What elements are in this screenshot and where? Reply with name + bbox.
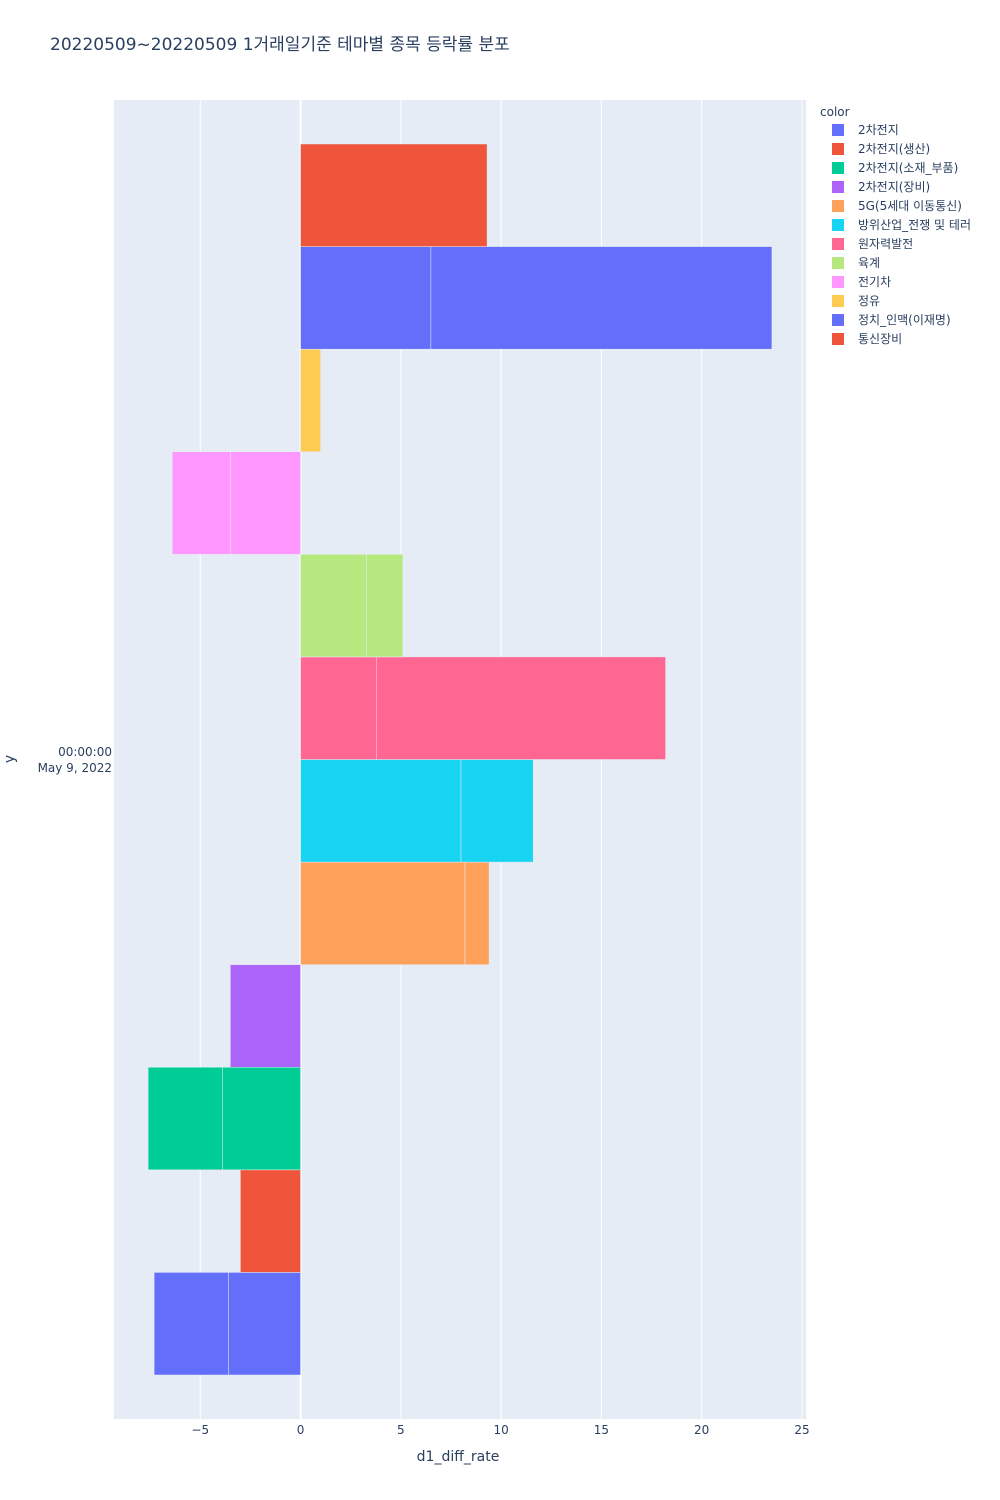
legend-label: 원자력발전 <box>858 237 913 251</box>
bar-segment[interactable] <box>464 861 490 965</box>
legend-label: 2차전지(생산) <box>858 142 930 156</box>
legend-swatch <box>832 200 844 212</box>
legend-label: 방위산업_전쟁 및 테러 <box>858 218 971 232</box>
bar-segment[interactable] <box>147 1067 223 1171</box>
y-tick-label-time: 00:00:00 <box>58 745 112 759</box>
bar-segment[interactable] <box>230 451 301 555</box>
legend-swatch <box>832 181 844 193</box>
legend-item[interactable]: 2차전지(소재_부품) <box>832 161 958 175</box>
legend-swatch <box>832 314 844 326</box>
legend-item[interactable]: 2차전지 <box>832 123 899 137</box>
legend-label: 육계 <box>858 256 880 270</box>
legend-label: 정유 <box>858 294 880 308</box>
legend-label: 통신장비 <box>858 332 902 346</box>
legend-item[interactable]: 정유 <box>832 294 880 308</box>
legend-swatch <box>832 295 844 307</box>
legend-item[interactable]: 원자력발전 <box>832 237 913 251</box>
bar-segment[interactable] <box>222 1067 301 1171</box>
legend[interactable]: 2차전지 2차전지(생산) 2차전지(소재_부품) 2차전지(장비) 5G(5세대 이동… <box>832 123 971 346</box>
legend-swatch <box>832 162 844 174</box>
legend-swatch <box>832 143 844 155</box>
x-tick-label: 5 <box>397 1423 405 1437</box>
legend-item[interactable]: 2차전지(생산) <box>832 142 930 156</box>
legend-label: 5G(5세대 이동통신) <box>858 199 962 213</box>
bar-segment[interactable] <box>228 1272 301 1376</box>
x-tick-label: 15 <box>594 1423 609 1437</box>
bar-segment[interactable] <box>230 964 301 1068</box>
bar-segment[interactable] <box>300 348 321 452</box>
bar-segment[interactable] <box>300 861 466 965</box>
x-tick-label: 0 <box>297 1423 305 1437</box>
legend-label: 전기차 <box>858 275 891 289</box>
legend-item[interactable]: 2차전지(장비) <box>832 180 930 194</box>
legend-label: 2차전지(소재_부품) <box>858 161 958 175</box>
y-axis-title: y <box>2 755 18 763</box>
bar-segment[interactable] <box>300 554 367 658</box>
x-tick-labels: −5 0 5 10 15 20 25 <box>191 1423 809 1437</box>
legend-swatch <box>832 333 844 345</box>
legend-item[interactable]: 육계 <box>832 256 880 270</box>
legend-label: 정치_인맥(이재명) <box>858 313 951 327</box>
bar-segment[interactable] <box>366 554 404 658</box>
legend-swatch <box>832 124 844 136</box>
legend-label: 2차전지 <box>858 123 899 137</box>
legend-label: 2차전지(장비) <box>858 180 930 194</box>
legend-swatch <box>832 238 844 250</box>
bar-segment[interactable] <box>240 1169 301 1273</box>
bar-segment[interactable] <box>430 246 773 350</box>
x-tick-label: 10 <box>493 1423 508 1437</box>
legend-item[interactable]: 전기차 <box>832 275 891 289</box>
chart-title: 20220509~20220509 1거래일기준 테마별 종목 등락률 분포 <box>50 35 510 55</box>
bar-segment[interactable] <box>153 1272 229 1376</box>
legend-swatch <box>832 257 844 269</box>
bar-segment[interactable] <box>300 759 462 863</box>
x-tick-label: 20 <box>694 1423 709 1437</box>
bar-segment[interactable] <box>171 451 231 555</box>
x-tick-label: 25 <box>794 1423 809 1437</box>
x-tick-label: −5 <box>191 1423 209 1437</box>
legend-item[interactable]: 방위산업_전쟁 및 테러 <box>832 218 971 232</box>
legend-item[interactable]: 정치_인맥(이재명) <box>832 313 951 327</box>
legend-title: color <box>820 105 850 119</box>
bar-group <box>147 143 773 1376</box>
y-tick-label-date: May 9, 2022 <box>38 761 112 775</box>
legend-swatch <box>832 219 844 231</box>
legend-swatch <box>832 276 844 288</box>
bar-segment[interactable] <box>460 759 534 863</box>
bar-segment[interactable] <box>300 143 488 247</box>
legend-item[interactable]: 통신장비 <box>832 332 902 346</box>
legend-item[interactable]: 5G(5세대 이동통신) <box>832 199 962 213</box>
bar-segment[interactable] <box>300 656 378 760</box>
bar-segment[interactable] <box>300 246 432 350</box>
x-axis-title: d1_diff_rate <box>417 1449 500 1465</box>
bar-segment[interactable] <box>376 656 666 760</box>
